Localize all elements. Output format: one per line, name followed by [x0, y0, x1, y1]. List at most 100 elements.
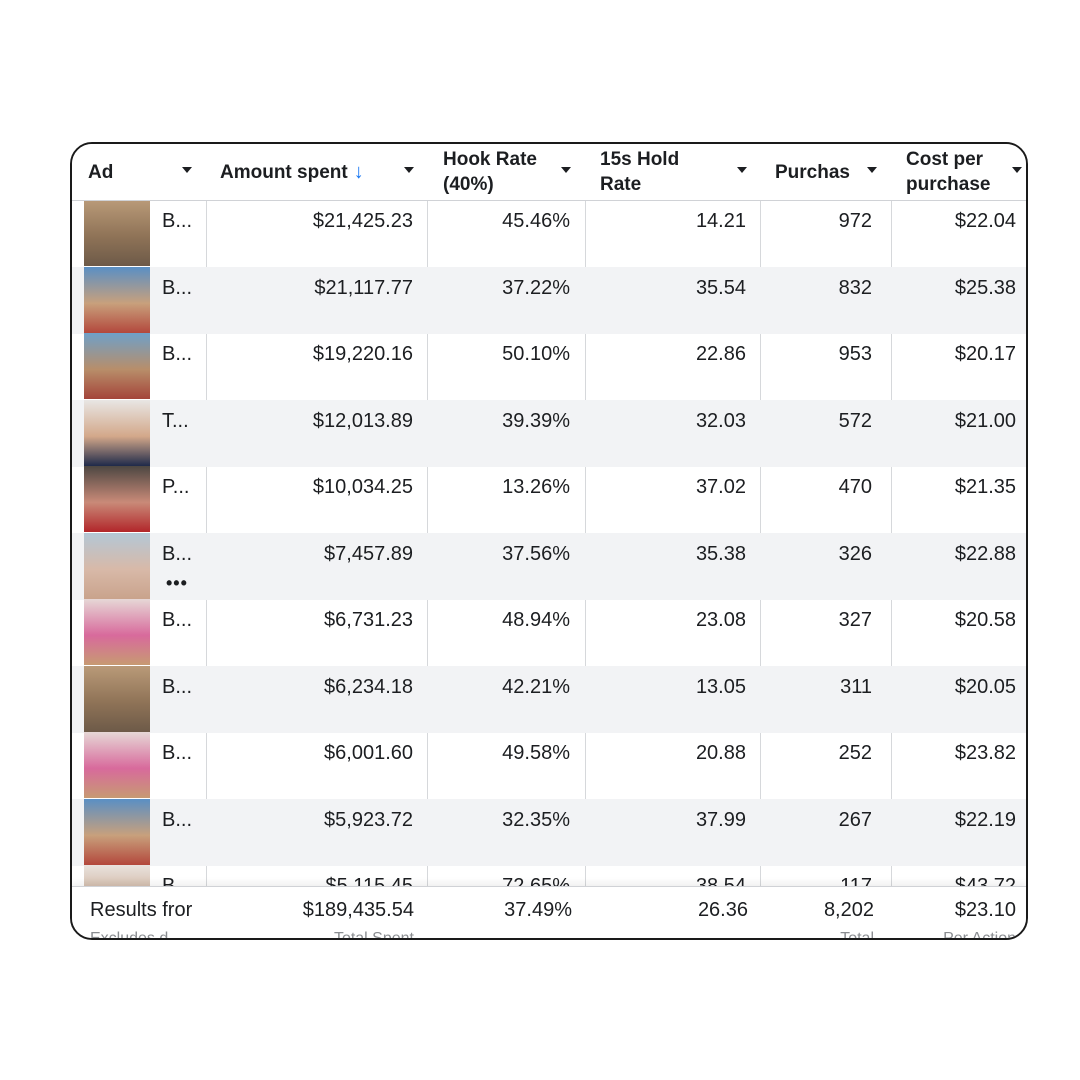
table-header: Ad Amount spent ↓ Hook Rate (40%) 15s Ho…: [72, 144, 1026, 201]
ad-name[interactable]: P...: [162, 476, 190, 498]
table-row[interactable]: B... $6,731.23 48.94% 23.08 327 $20.58: [72, 599, 1026, 666]
total-spent-caption: Total Spent: [333, 930, 414, 940]
cell-hook: 48.94%: [502, 609, 570, 631]
column-header-label: Purchas: [775, 161, 850, 183]
table-row[interactable]: B... $21,117.77 37.22% 35.54 832 $25.38: [72, 266, 1026, 334]
ad-thumbnail[interactable]: [84, 798, 150, 865]
table-row[interactable]: T... $12,013.89 39.39% 32.03 572 $21.00: [72, 399, 1026, 467]
cell-hold: 23.08: [695, 609, 746, 631]
column-header-label: Cost per purchase: [906, 149, 991, 195]
cell-cpp: $23.82: [954, 742, 1016, 764]
results-sublabel: Excludes d: [90, 930, 169, 940]
column-header-label: 15s Hold Rate: [600, 149, 680, 195]
ad-name[interactable]: B...: [162, 542, 193, 565]
cell-hook: 37.22%: [502, 276, 570, 299]
ad-name[interactable]: B...: [162, 343, 193, 365]
ad-thumbnail[interactable]: [84, 466, 150, 532]
table-row[interactable]: B... $6,234.18 42.21% 13.05 311 $20.05: [72, 665, 1026, 733]
cell-spent: $21,117.77: [314, 276, 413, 299]
caret-down-icon[interactable]: [561, 167, 571, 173]
caret-down-icon[interactable]: [867, 167, 877, 173]
cell-purchases: 327: [838, 609, 872, 631]
column-header-ad[interactable]: Ad: [88, 144, 206, 200]
cell-spent: $10,034.25: [312, 476, 413, 498]
column-header-15s-hold-rate[interactable]: 15s Hold Rate: [600, 144, 760, 200]
ad-thumbnail[interactable]: [84, 599, 150, 665]
cell-cpp: $20.58: [954, 609, 1016, 631]
cell-hook: 45.46%: [502, 210, 570, 232]
results-summary-row: Results fror Excludes d $189,435.54 Tota…: [72, 886, 1026, 940]
cell-hook: 37.56%: [502, 542, 570, 565]
cell-hold: 22.86: [695, 343, 746, 365]
ad-name[interactable]: T...: [162, 409, 189, 432]
ad-thumbnail[interactable]: [84, 665, 150, 732]
caret-down-icon[interactable]: [1012, 167, 1022, 173]
table-row[interactable]: B... ••• $7,457.89 37.56% 35.38 326 $22.88: [72, 532, 1026, 600]
column-header-hook-rate[interactable]: Hook Rate (40%): [443, 144, 585, 200]
cell-purchases: 972: [838, 210, 872, 232]
cell-purchases: 832: [838, 276, 872, 299]
total-amount-spent: $189,435.54: [302, 899, 414, 921]
caret-down-icon[interactable]: [737, 167, 747, 173]
cell-spent: $6,234.18: [324, 675, 413, 698]
cell-spent: $12,013.89: [312, 409, 413, 432]
column-header-purchases[interactable]: Purchas: [775, 144, 891, 200]
cell-purchases: 953: [838, 343, 872, 365]
cell-spent: $5,923.72: [324, 808, 413, 831]
cell-purchases: 267: [838, 808, 872, 831]
cell-spent: $6,731.23: [324, 609, 413, 631]
ad-name[interactable]: B...: [162, 675, 193, 698]
column-header-cost-per-purchase[interactable]: Cost per purchase: [906, 144, 1026, 200]
cell-hold: 20.88: [695, 742, 746, 764]
table-row[interactable]: B... $6,001.60 49.58% 20.88 252 $23.82: [72, 732, 1026, 799]
ad-name[interactable]: B...: [162, 808, 193, 831]
cell-hold: 13.05: [695, 675, 746, 698]
cell-purchases: 326: [838, 542, 872, 565]
caret-down-icon[interactable]: [182, 167, 192, 173]
ad-name[interactable]: B...: [162, 609, 193, 631]
cell-spent: $19,220.16: [312, 343, 413, 365]
cell-purchases: 252: [838, 742, 872, 764]
cell-spent: $6,001.60: [324, 742, 413, 764]
cell-hook: 39.39%: [502, 409, 570, 432]
total-purchases: 8,202: [823, 899, 874, 921]
sort-descending-icon[interactable]: ↓: [353, 160, 364, 183]
more-options-icon[interactable]: •••: [166, 572, 188, 593]
table-row[interactable]: B... $21,425.23 45.46% 14.21 972 $22.04: [72, 200, 1026, 267]
ad-thumbnail[interactable]: [84, 532, 150, 599]
results-label: Results fror: [90, 899, 193, 921]
table-row[interactable]: P... $10,034.25 13.26% 37.02 470 $21.35: [72, 466, 1026, 533]
cell-cpp: $21.35: [954, 476, 1016, 498]
cell-hook: 50.10%: [502, 343, 570, 365]
cell-cpp: $20.17: [954, 343, 1016, 365]
cell-purchases: 311: [840, 675, 872, 698]
cell-cpp: $22.04: [954, 210, 1016, 232]
table-row[interactable]: B... $5,923.72 32.35% 37.99 267 $22.19: [72, 798, 1026, 866]
caret-down-icon[interactable]: [404, 167, 414, 173]
cell-hook: 42.21%: [502, 675, 570, 698]
column-header-label: Ad: [88, 161, 114, 183]
ad-thumbnail[interactable]: [84, 333, 150, 399]
cell-cpp: $25.38: [954, 276, 1016, 299]
ad-thumbnail[interactable]: [84, 399, 150, 466]
column-header-label: Hook Rate (40%): [443, 149, 537, 195]
cell-hold: 35.54: [695, 276, 746, 299]
ad-thumbnail[interactable]: [84, 200, 150, 266]
cell-spent: $7,457.89: [324, 542, 413, 565]
column-header-label: Amount spent: [220, 161, 348, 183]
cell-cpp: $20.05: [954, 675, 1016, 698]
ad-thumbnail[interactable]: [84, 266, 150, 333]
column-header-amount-spent[interactable]: Amount spent ↓: [220, 144, 427, 200]
cell-hook: 49.58%: [502, 742, 570, 764]
ad-name[interactable]: B...: [162, 276, 193, 299]
ads-results-table: Ad Amount spent ↓ Hook Rate (40%) 15s Ho…: [70, 142, 1028, 940]
average-hook-rate: 37.49%: [504, 899, 572, 921]
ad-thumbnail[interactable]: [84, 732, 150, 798]
average-hold-rate: 26.36: [697, 899, 748, 921]
table-row[interactable]: B... $19,220.16 50.10% 22.86 953 $20.17: [72, 333, 1026, 400]
total-purchases-caption: Total: [840, 930, 874, 940]
ad-name[interactable]: B...: [162, 210, 193, 232]
ad-name[interactable]: B...: [162, 742, 193, 764]
cell-spent: $21,425.23: [312, 210, 413, 232]
cell-cpp: $22.88: [954, 542, 1016, 565]
